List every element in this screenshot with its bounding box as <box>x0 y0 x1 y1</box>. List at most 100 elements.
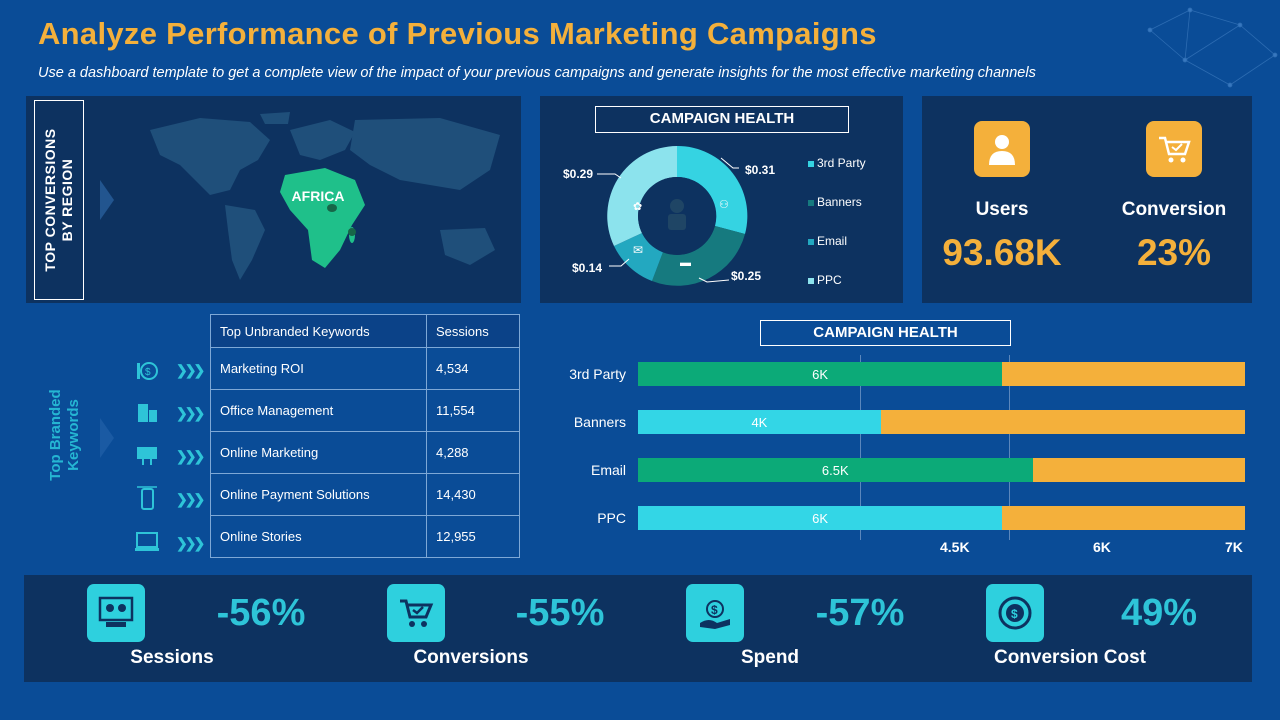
network-decoration <box>1147 7 1278 88</box>
chevrons-icon: ❯❯❯ <box>176 491 205 507</box>
keywords-table: Top Unbranded Keywords Sessions Marketin… <box>210 314 520 558</box>
sessions-cell: 4,534 <box>426 347 520 390</box>
office-building-icon <box>134 399 160 425</box>
table-row[interactable]: Online Marketing 4,288 <box>210 431 520 474</box>
donut-label-3rd-party: $0.31 <box>745 163 775 177</box>
sessions-value: -56% <box>216 592 306 634</box>
sessions-cell: 4,288 <box>426 431 520 474</box>
legend-3rd-party[interactable]: 3rd Party <box>808 156 866 170</box>
x-tick-label: 4.5K <box>940 539 970 555</box>
conversion-cost-label: Conversion Cost <box>993 647 1147 668</box>
page-title: Analyze Performance of Previous Marketin… <box>38 16 877 51</box>
users-label: Users <box>975 199 1029 220</box>
branded-keywords-label: Top Branded Keywords <box>47 389 82 481</box>
bar-category-label: Banners <box>573 414 626 430</box>
bottom-metrics-panel <box>24 575 1252 682</box>
donut-label-banners: $0.25 <box>731 269 761 283</box>
gridline <box>860 355 861 540</box>
donut-chart[interactable]: ⚇ ✿ ✉ ▬ $0.31 $0.25 $0.14 $0.29 <box>560 140 790 290</box>
spend-money-hand-icon: $ <box>686 584 744 642</box>
arrow-right-icon <box>100 418 114 458</box>
greenland-shape <box>260 112 290 124</box>
world-map[interactable]: AFRICA <box>140 110 515 290</box>
bar-value-segment[interactable] <box>638 506 1003 530</box>
bar-chart-title: CAMPAIGN HEALTH <box>760 320 1011 346</box>
north-america-shape <box>150 118 270 195</box>
legend-ppc[interactable]: PPC <box>808 273 842 287</box>
gridline <box>1009 355 1010 540</box>
bar-value-segment[interactable] <box>638 458 1033 482</box>
south-america-shape <box>225 205 265 280</box>
donut-slice-banners <box>652 226 745 286</box>
chevrons-icon: ❯❯❯ <box>176 362 205 378</box>
bar-remainder-segment[interactable] <box>1032 458 1245 482</box>
col-header-sessions[interactable]: Sessions <box>426 314 520 348</box>
conversion-cost-value: 49% <box>1120 592 1198 634</box>
cart-icon <box>1146 121 1202 177</box>
bar-data-label: 6K <box>812 367 829 382</box>
sessions-label: Sessions <box>130 647 214 668</box>
x-tick-label: 6K <box>1093 539 1111 555</box>
bar-remainder-segment[interactable] <box>880 410 1245 434</box>
region-marker <box>327 204 337 212</box>
africa-shape <box>280 168 365 268</box>
bar-category-label: PPC <box>597 510 626 526</box>
africa-label: AFRICA <box>292 188 345 204</box>
donut-slice-ppc <box>607 146 677 246</box>
bar-remainder-segment[interactable] <box>1002 506 1245 530</box>
legend-email[interactable]: Email <box>808 234 847 248</box>
chevrons-icon: ❯❯❯ <box>176 535 205 551</box>
svg-text:$: $ <box>711 603 718 617</box>
legend-banners[interactable]: Banners <box>808 195 862 209</box>
donut-label-email: $0.14 <box>572 261 602 275</box>
conversions-value: -55% <box>515 592 605 634</box>
region-label-box: TOP CONVERSIONS BY REGION <box>34 100 84 300</box>
page-subtitle: Use a dashboard template to get a comple… <box>38 65 1036 81</box>
bar-value-segment[interactable] <box>638 362 1003 386</box>
col-header-keyword[interactable]: Top Unbranded Keywords <box>210 314 427 348</box>
money-bag-icon: $ <box>134 356 160 382</box>
table-row[interactable]: Office Management 11,554 <box>210 389 520 432</box>
bar-chart[interactable]: 3rd Party 6K Banners 4K Email 6.5K PPC 6K 4.5K 6K… <box>540 355 1260 565</box>
bar-category-label: Email <box>590 462 626 478</box>
conversions-cart-icon <box>387 584 445 642</box>
laptop-stories-icon <box>134 529 160 555</box>
donut-label-ppc: $0.29 <box>563 167 593 181</box>
table-row[interactable]: Online Stories 12,955 <box>210 515 520 558</box>
campaign-health-title: CAMPAIGN HEALTH <box>595 106 849 133</box>
keyword-cell: Online Payment Solutions <box>210 473 427 516</box>
spend-label: Spend <box>740 647 800 668</box>
bar-data-label: 4K <box>751 415 768 430</box>
billboard-icon <box>134 442 160 468</box>
svg-text:✉: ✉ <box>633 243 643 257</box>
sessions-cell: 12,955 <box>426 515 520 558</box>
donut-slice-email <box>614 233 663 281</box>
australia-shape <box>440 228 495 265</box>
table-row[interactable]: Online Payment Solutions 14,430 <box>210 473 520 516</box>
asia-shape <box>350 118 500 190</box>
region-label-line1: TOP CONVERSIONS <box>42 128 58 272</box>
keyword-cell: Office Management <box>210 389 427 432</box>
arrow-right-icon <box>100 180 114 220</box>
sessions-cell: 11,554 <box>426 389 520 432</box>
svg-text:⚇: ⚇ <box>719 199 729 211</box>
users-value: 93.68K <box>942 232 1062 273</box>
bar-data-label: 6.5K <box>821 463 849 478</box>
mobile-payment-icon <box>134 485 160 511</box>
keyword-cell: Marketing ROI <box>210 347 427 390</box>
sessions-cell: 14,430 <box>426 473 520 516</box>
user-icon <box>974 121 1030 177</box>
svg-text:✿: ✿ <box>633 201 642 213</box>
region-label-line2: BY REGION <box>59 158 75 242</box>
chevrons-icon: ❯❯❯ <box>176 405 205 421</box>
europe-shape <box>290 120 355 160</box>
conversion-cost-cycle-icon: $ <box>986 584 1044 642</box>
keyword-cell: Online Marketing <box>210 431 427 474</box>
bar-data-label: 6K <box>812 511 829 526</box>
table-row[interactable]: Marketing ROI 4,534 <box>210 347 520 390</box>
svg-text:$: $ <box>145 367 151 378</box>
x-tick-label: 7K <box>1225 539 1243 555</box>
bar-category-label: 3rd Party <box>569 366 626 382</box>
bar-remainder-segment[interactable] <box>1002 362 1245 386</box>
bar-value-segment[interactable] <box>638 410 881 434</box>
